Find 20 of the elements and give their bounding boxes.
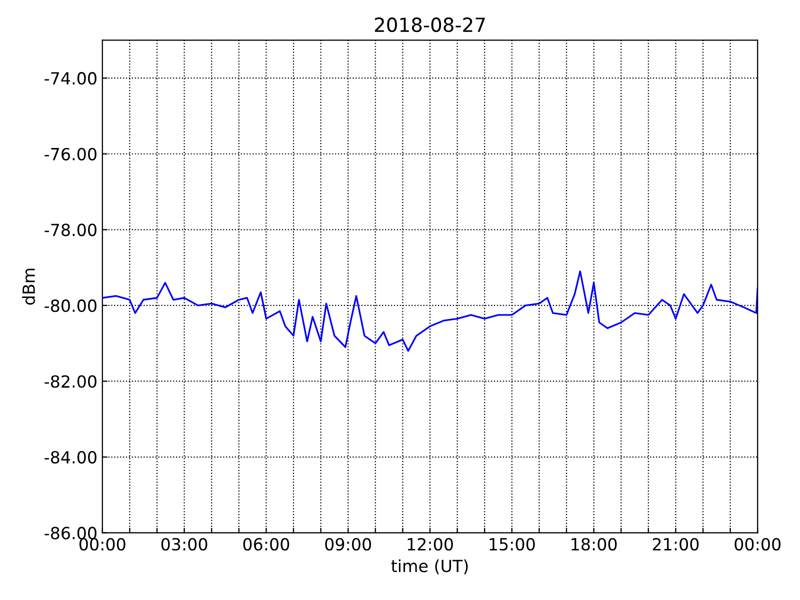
y-tick-label: -78.00 <box>44 224 96 236</box>
line-series <box>102 270 758 352</box>
y-axis-title: dBm <box>22 268 36 305</box>
x-tick-label: 03:00 <box>161 538 208 551</box>
x-tick-label: 00:00 <box>734 538 781 551</box>
y-tick-label: -82.00 <box>44 375 96 388</box>
x-tick-label: 06:00 <box>243 538 290 551</box>
y-tick-label: -76.00 <box>44 148 96 160</box>
x-tick-label: 21:00 <box>652 538 699 551</box>
y-tick-label: -84.00 <box>44 450 96 464</box>
y-tick-label: -86.00 <box>44 526 96 540</box>
x-tick-label: 18:00 <box>572 538 617 551</box>
x-tick-label: 00:00 <box>79 538 126 551</box>
chart-title: 2018-08-27 <box>374 17 485 32</box>
x-tick-label: 15:00 <box>490 538 535 551</box>
x-tick-label: 09:00 <box>325 538 372 551</box>
x-tick-label: 12:00 <box>408 538 453 551</box>
y-tick-label: -80.00 <box>44 299 96 312</box>
x-axis-title: time (UT) <box>391 559 468 574</box>
y-tick-label: -74.00 <box>44 72 96 85</box>
